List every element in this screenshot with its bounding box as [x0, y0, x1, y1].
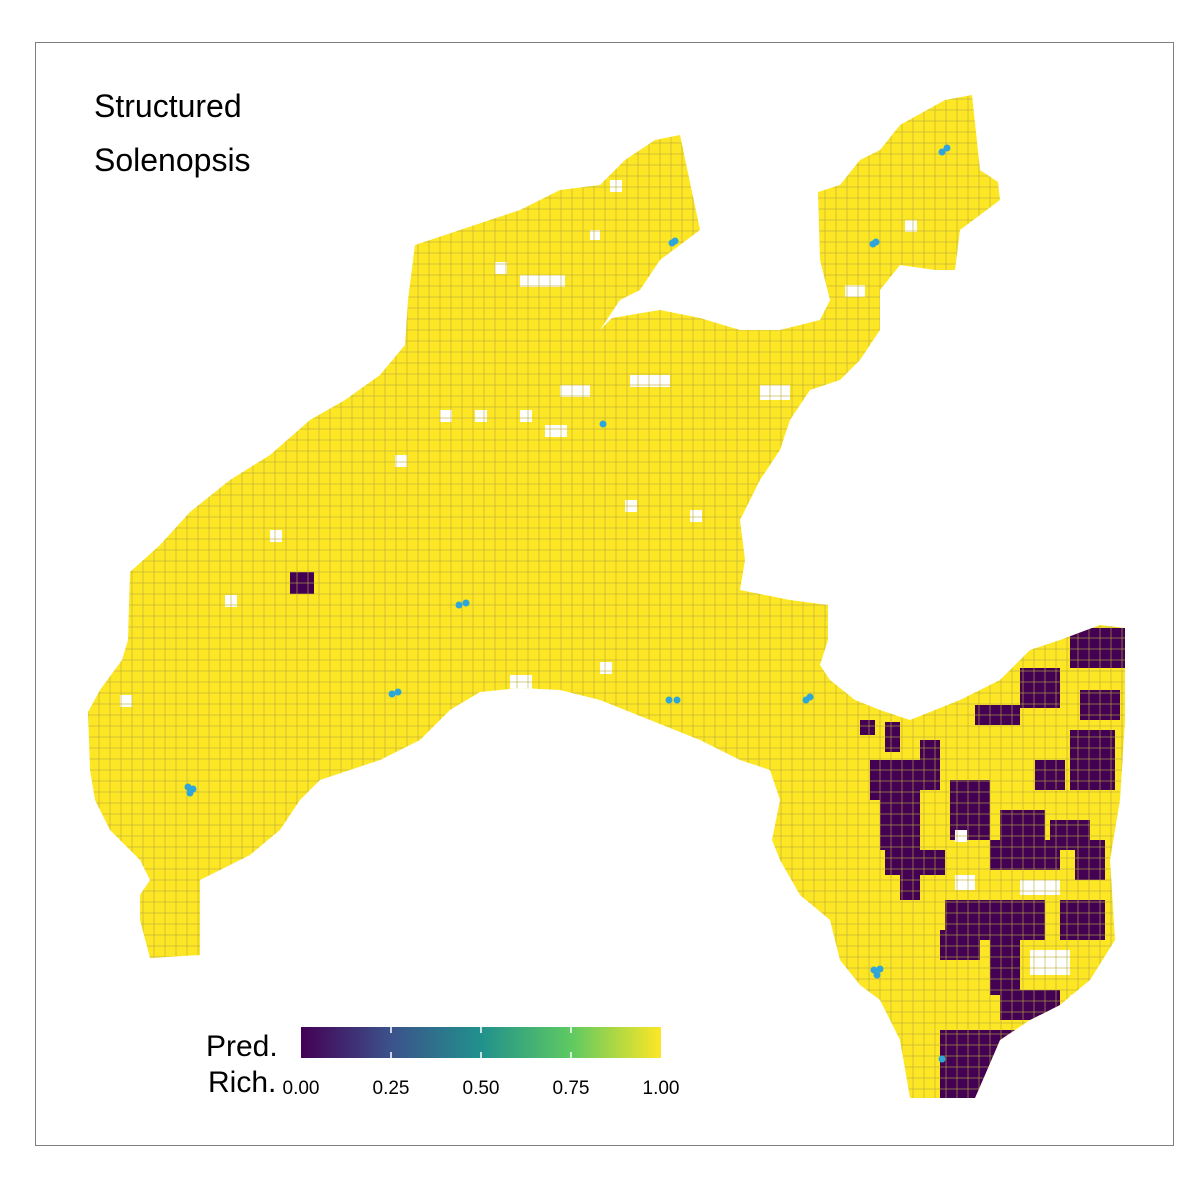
occurrence-point — [873, 971, 881, 979]
occurrence-point — [806, 693, 814, 701]
colorbar-tick-label: 0.00 — [282, 1078, 320, 1099]
occurrence-points — [184, 144, 951, 1063]
colorbar-tick-label: 0.25 — [372, 1078, 410, 1099]
map-title-line1: Structured — [94, 88, 242, 124]
map-title-line2: Solenopsis — [94, 142, 251, 178]
occurrence-point — [599, 420, 607, 428]
colorbar-tick-label: 1.00 — [642, 1078, 680, 1099]
occurrence-point — [876, 965, 884, 973]
occurrence-point — [388, 690, 396, 698]
colorbar-tick-label: 0.50 — [462, 1078, 500, 1099]
legend-title-line1: Pred. — [206, 1030, 278, 1063]
colorbar-ticks — [390, 1027, 572, 1058]
legend-title-line2: Rich. — [208, 1066, 277, 1099]
occurrence-point — [665, 696, 673, 704]
occurrence-point — [938, 148, 946, 156]
empty-cell — [680, 280, 692, 292]
empty-cell — [1070, 995, 1082, 1007]
occurrence-point — [455, 601, 463, 609]
occurrence-point — [186, 789, 194, 797]
occurrence-point — [943, 144, 951, 152]
occurrence-point — [462, 599, 470, 607]
occurrence-point — [671, 237, 679, 245]
occurrence-point — [872, 238, 880, 246]
occurrence-point — [938, 1055, 946, 1063]
occurrence-point — [394, 688, 402, 696]
colorbar-tick-label: 0.75 — [552, 1078, 590, 1099]
occurrence-point — [673, 696, 681, 704]
